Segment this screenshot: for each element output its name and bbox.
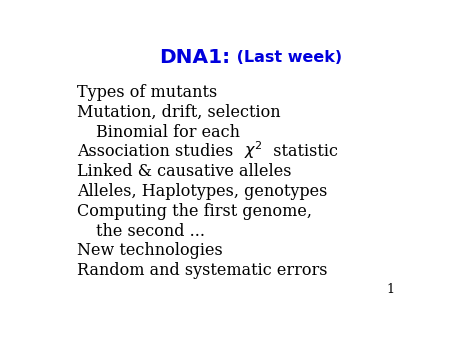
Text: Binomial for each: Binomial for each [96, 124, 240, 141]
Text: Mutation, drift, selection: Mutation, drift, selection [77, 104, 281, 121]
Text: the second ...: the second ... [96, 222, 205, 240]
Text: statistic: statistic [262, 143, 338, 161]
Text: (Last week): (Last week) [230, 50, 342, 65]
Text: Alleles, Haplotypes, genotypes: Alleles, Haplotypes, genotypes [77, 183, 328, 200]
Text: Types of mutants: Types of mutants [77, 84, 217, 101]
Text: New technologies: New technologies [77, 242, 223, 259]
Text: DNA1:: DNA1: [159, 48, 230, 67]
Text: Association studies: Association studies [77, 143, 244, 161]
Text: 1: 1 [387, 283, 395, 296]
Text: Computing the first genome,: Computing the first genome, [77, 203, 312, 220]
Text: $\chi^2$: $\chi^2$ [244, 139, 262, 161]
Text: Linked & causative alleles: Linked & causative alleles [77, 163, 292, 180]
Text: Random and systematic errors: Random and systematic errors [77, 262, 328, 279]
